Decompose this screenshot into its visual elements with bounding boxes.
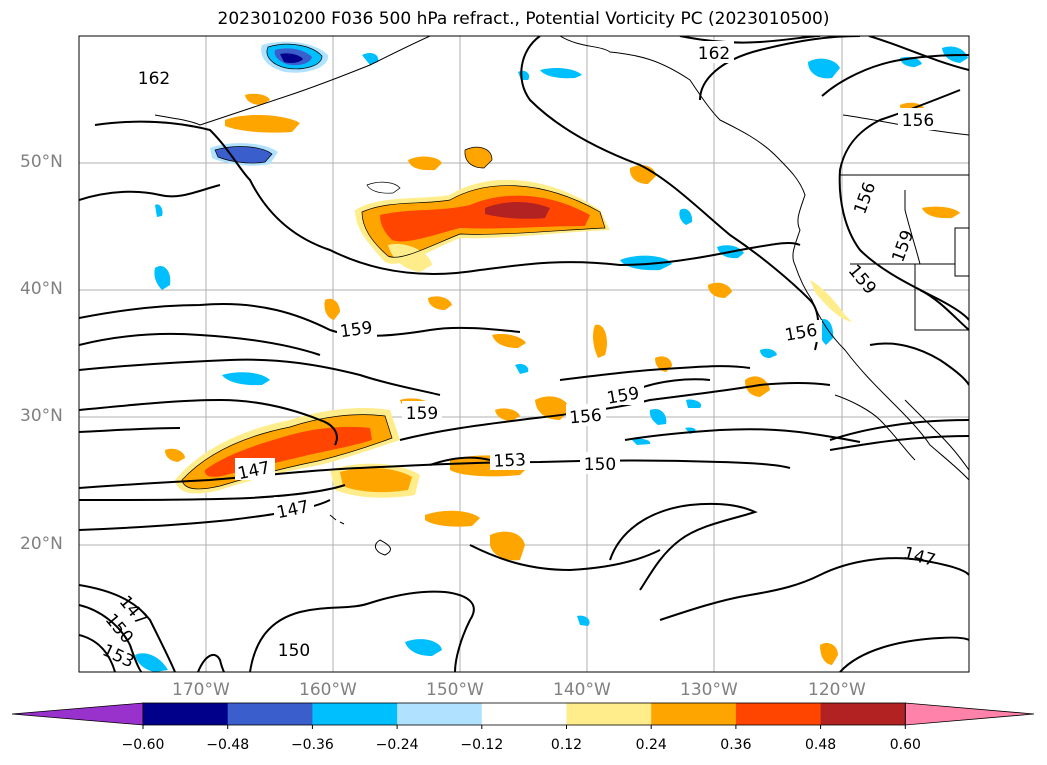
lat-label-50n: 50°N [20,152,63,172]
colorbar-tick-label: 0.60 [889,737,921,753]
colorbar-tick-label: −0.60 [121,737,165,753]
contour-label: 162 [138,69,170,89]
contour-label: 150 [584,455,616,475]
contour-label: 153 [493,450,526,472]
contour-label: 156 [569,406,603,429]
contour-label: 159 [339,318,374,342]
colorbar-segment [397,703,483,725]
colorbar-segment [735,703,822,725]
colorbar-tick-label: 0.24 [635,737,667,753]
colorbar-tick-label: 0.36 [720,737,752,753]
contour-label: 162 [698,44,730,64]
colorbar-outline [142,702,906,726]
colorbar-tick-label: −0.24 [375,737,419,753]
colorbar-segment [566,703,652,725]
lon-label-130w: 130°W [680,680,738,700]
lon-label-120w: 120°W [808,680,866,700]
map-title: 2023010200 F036 500 hPa refract., Potent… [217,9,830,29]
lon-label-160w: 160°W [299,680,357,700]
height-contours [79,36,969,672]
pv-outlines [181,43,606,490]
colorbar-tick-label: 0.12 [550,737,583,753]
lon-label-140w: 140°W [553,680,611,700]
colorbar-extend-max [904,702,1035,726]
graticule [79,36,969,672]
colorbar-tick-label: 0.48 [805,737,837,753]
colorbar-segment [227,703,313,725]
colorbar-tick-label: −0.36 [290,737,334,753]
coastlines [154,36,969,556]
colorbar-extend-min [11,702,144,726]
colorbar-segment [312,703,398,725]
lon-label-150w: 150°W [426,680,484,700]
map-border [78,35,970,673]
contour-label: 159 [406,404,438,424]
lat-label-30n: 30°N [20,406,63,426]
colorbar-segment [820,703,906,725]
lat-label-20n: 20°N [20,534,63,554]
colorbar [11,702,1035,729]
lat-label-40n: 40°N [20,279,63,299]
contour-label: 150 [278,641,310,661]
colorbar-tick-label: −0.48 [206,737,250,753]
colorbar-segment [651,703,737,725]
colorbar-segment [481,703,567,725]
colorbar-segment [143,703,229,725]
contour-label: 156 [902,111,934,131]
lon-label-170w: 170°W [172,680,230,700]
colorbar-tick-label: −0.12 [460,737,504,753]
